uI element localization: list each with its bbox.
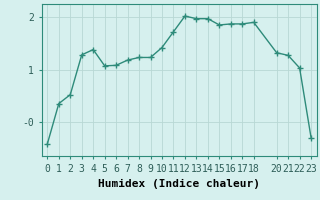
X-axis label: Humidex (Indice chaleur): Humidex (Indice chaleur) xyxy=(98,179,260,189)
